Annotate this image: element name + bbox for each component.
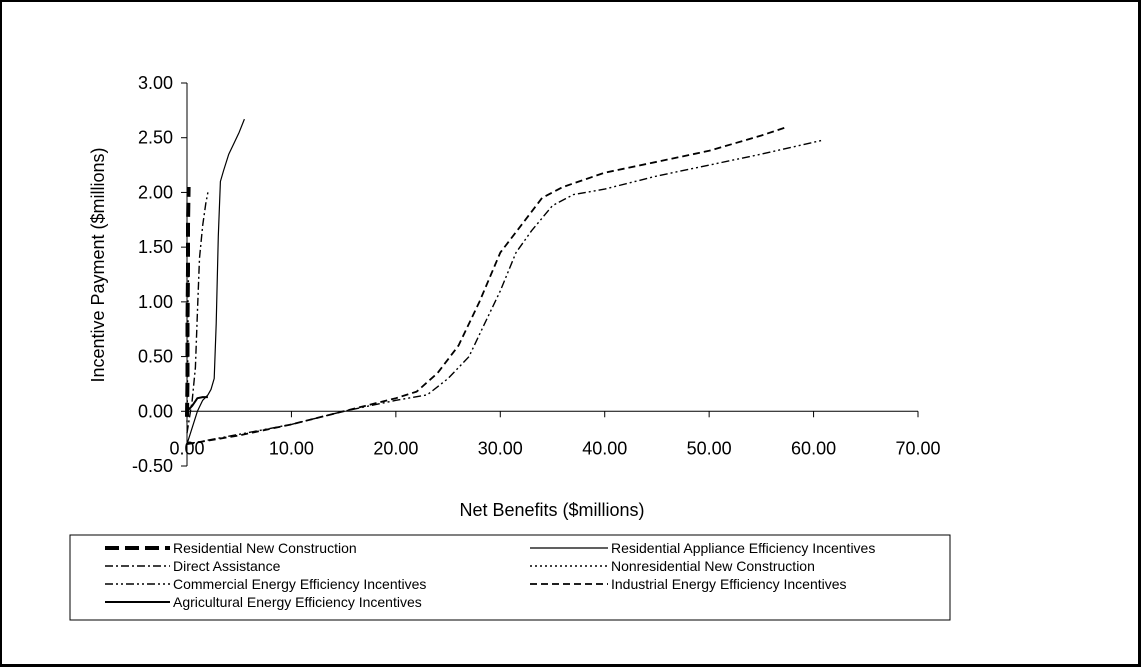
legend-label: Residential New Construction [173, 540, 357, 556]
y-tick-label: 1.50 [138, 237, 173, 257]
x-tick-label: 70.00 [895, 438, 940, 458]
x-tick-label: 0.00 [169, 438, 204, 458]
y-tick-label: 3.00 [138, 73, 173, 93]
y-tick-label: 0.50 [138, 347, 173, 367]
x-tick-label: 60.00 [791, 438, 836, 458]
y-axis-label: Incentive Payment ($millions) [88, 147, 108, 382]
y-tick-label: 2.00 [138, 182, 173, 202]
axes [186, 83, 918, 466]
series-line-3 [186, 192, 209, 434]
legend-label: Commercial Energy Efficiency Incentives [173, 576, 426, 592]
x-axis-ticks: 0.00 10.00 20.00 30.00 40.00 50.00 60.00 70.00 [169, 411, 941, 458]
series-line-2 [186, 118, 245, 445]
x-tick-label: 30.00 [478, 438, 523, 458]
legend-label: Industrial Energy Efficiency Incentives [611, 576, 847, 592]
x-tick-label: 40.00 [582, 438, 627, 458]
series-line-6 [186, 125, 788, 445]
series-layer [185, 118, 825, 445]
x-tick-label: 10.00 [269, 438, 314, 458]
y-tick-label: 2.50 [138, 128, 173, 148]
x-tick-label: 50.00 [687, 438, 732, 458]
legend: Residential New Construction Residential … [69, 534, 951, 621]
series-line-7 [186, 396, 208, 412]
y-axis-ticks: -0.50 0.00 0.50 1.00 1.50 2.00 2.50 3.00 [132, 73, 187, 476]
x-axis-label: Net Benefits ($millions) [459, 500, 644, 520]
legend-label: Direct Assistance [173, 558, 281, 574]
legend-box [69, 534, 951, 621]
legend-label: Residential Appliance Efficiency Incenti… [611, 540, 875, 556]
y-tick-label: 0.00 [138, 401, 173, 421]
y-tick-label: -0.50 [132, 456, 173, 476]
x-tick-label: 20.00 [373, 438, 418, 458]
legend-label: Nonresidential New Construction [611, 558, 815, 574]
legend-label: Agricultural Energy Efficiency Incentive… [173, 594, 422, 610]
series-line-5 [186, 139, 825, 445]
y-tick-label: 1.00 [138, 292, 173, 312]
series-line-4 [186, 268, 190, 423]
